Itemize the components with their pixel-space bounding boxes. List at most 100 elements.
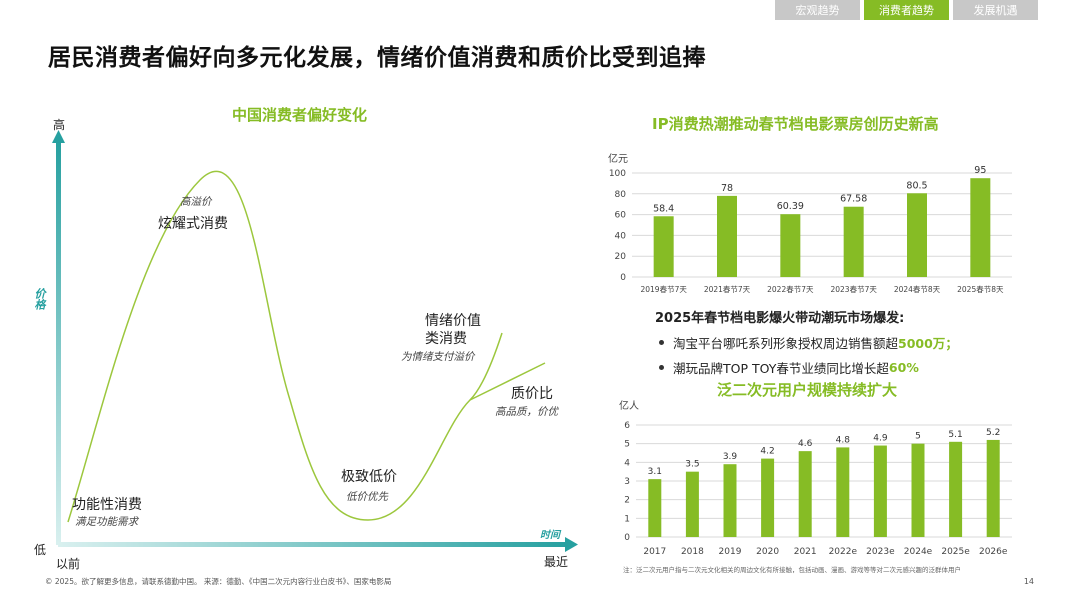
stage-low-price-label: 极致低价 [341, 469, 397, 485]
bullet-highlight: 5000万 [898, 336, 946, 351]
box-office-category-label: 2023春节7天 [830, 284, 877, 294]
footer-source: © 2025。欲了解更多信息，请联系德勤中国。 来源：德勤、《中国二次元内容行业… [45, 577, 392, 586]
y-low-label: 低 [34, 543, 47, 557]
acg-users-category-label: 2019 [719, 547, 742, 557]
acg-users-category-label: 2017 [643, 547, 666, 557]
tab-opportunities[interactable]: 发展机遇 [953, 0, 1038, 20]
bullet-text: 潮玩品牌TOP TOY春节业绩同比增长超 [673, 361, 889, 376]
y-axis-label: 价格 [33, 288, 46, 310]
acg-users-value-label: 4.9 [873, 434, 888, 444]
box-office-category-label: 2019春节7天 [640, 284, 687, 294]
stage-functional-sub: 满足功能需求 [75, 516, 138, 528]
bullet-item: 淘宝平台哪吒系列形象授权周边销售额超 5000万； [659, 333, 958, 352]
acg-users-value-label: 5.1 [948, 430, 962, 440]
bullet-heading: 2025年春节档电影爆火带动潮玩市场爆发: [655, 311, 905, 326]
box-office-value-label: 60.39 [777, 201, 804, 212]
box-office-ytick-label: 40 [615, 231, 627, 241]
stage-luxury-label: 炫耀式消费 [158, 216, 228, 232]
acg-users-category-label: 2024e [904, 547, 933, 557]
box-office-bar [653, 216, 674, 277]
bullet-item: 潮玩品牌TOP TOY春节业绩同比增长超 60% [659, 358, 958, 377]
stage-value-label: 质价比 [511, 386, 553, 402]
acg-users-value-label: 4.2 [760, 447, 774, 457]
box-office-category-label: 2021春节7天 [704, 284, 751, 294]
bullet-highlight: 60% [888, 360, 919, 375]
acg-users-ytick-label: 6 [624, 421, 630, 431]
y-axis [56, 140, 61, 545]
acg-users-value-label: 4.6 [798, 439, 813, 449]
box-office-value-label: 80.5 [906, 180, 927, 191]
acg-users-value-label: 3.9 [723, 452, 738, 462]
acg-users-category-label: 2026e [979, 547, 1008, 557]
bullet-block: 2025年春节档电影爆火带动潮玩市场爆发: 淘宝平台哪吒系列形象授权周边销售额超… [655, 307, 958, 383]
tab-macro-trends[interactable]: 宏观趋势 [775, 0, 860, 20]
x-end-label: 最近 [544, 555, 569, 569]
acg-users-bar [949, 441, 963, 537]
acg-users-value-label: 5.2 [986, 428, 1000, 438]
acg-users-bar [723, 464, 737, 537]
stage-value-sub: 高品质，价优 [495, 406, 558, 418]
acg-users-category-label: 2023e [866, 547, 895, 557]
box-office-value-label: 67.58 [840, 194, 867, 205]
box-office-bar [970, 178, 991, 277]
box-office-category-label: 2025春节8天 [957, 284, 1004, 294]
acg-users-category-label: 2025e [941, 547, 970, 557]
box-office-value-label: 78 [721, 183, 733, 194]
acg-users-bar [761, 458, 775, 537]
acg-users-bar [986, 439, 1000, 537]
box-office-ytick-label: 60 [615, 211, 627, 221]
stage-functional-label: 功能性消费 [72, 497, 142, 513]
y-axis-arrow [52, 130, 65, 143]
box-office-value-label: 58.4 [653, 203, 674, 214]
acg-users-bar [798, 451, 812, 537]
acg-users-bar [836, 447, 850, 537]
bullet-tail: ； [945, 336, 958, 351]
box-office-value-label: 95 [974, 165, 986, 176]
preference-curve [67, 170, 503, 523]
y-high-label: 高 [53, 118, 66, 132]
acg-users-value-label: 3.1 [648, 467, 662, 477]
acg-users-category-label: 2022e [829, 547, 858, 557]
x-start-label: 以前 [56, 557, 81, 571]
box-office-bar [717, 195, 737, 277]
acg-users-ytick-label: 5 [624, 440, 630, 450]
acg-users-bar [873, 445, 887, 537]
acg-users-category-label: 2018 [681, 547, 704, 557]
page-number: 14 [1023, 577, 1034, 586]
x-axis-label: 时间 [540, 530, 560, 541]
box-office-category-label: 2024春节8天 [894, 284, 941, 294]
x-axis-arrow [565, 537, 578, 552]
box-office-ylabel: 亿元 [608, 154, 628, 165]
box-office-ytick-label: 0 [620, 273, 626, 283]
diagram-title: 中国消费者偏好变化 [232, 106, 368, 124]
stage-emotional-sub: 为情绪支付溢价 [401, 351, 475, 363]
acg-users-category-label: 2021 [794, 547, 817, 557]
acg-users-value-label: 4.8 [836, 435, 851, 445]
box-office-ytick-label: 100 [609, 169, 626, 179]
tab-consumer-trends[interactable]: 消费者趋势 [864, 0, 949, 20]
box-office-ytick-label: 80 [615, 190, 627, 200]
stage-luxury-sub: 高溢价 [180, 196, 212, 208]
box-office-bar [907, 193, 927, 277]
bullet-dot [659, 340, 664, 345]
acg-users-ytick-label: 4 [624, 458, 630, 468]
bullet-dot [659, 365, 664, 370]
top-tabs: 宏观趋势 消费者趋势 发展机遇 [775, 0, 1038, 20]
acg-users-value-label: 3.5 [685, 460, 699, 470]
acg-users-ytick-label: 2 [624, 496, 630, 506]
acg-ylabel: 亿人 [619, 401, 639, 412]
acg-users-ytick-label: 0 [624, 533, 630, 543]
box-office-bar [843, 206, 864, 277]
acg-chart-title: 泛二次元用户规模持续扩大 [717, 381, 898, 399]
x-axis [58, 542, 568, 547]
value-branch [469, 362, 546, 401]
acg-users-ytick-label: 3 [624, 477, 630, 487]
box-office-category-label: 2022春节7天 [767, 284, 814, 294]
acg-users-category-label: 2020 [756, 547, 779, 557]
box-office-bar [780, 214, 801, 277]
bullet-text: 淘宝平台哪吒系列形象授权周边销售额超 [673, 336, 899, 351]
box-office-chart-title: IP消费热潮推动春节档电影票房创历史新高 [652, 115, 939, 133]
box-office-ytick-label: 20 [615, 252, 627, 262]
